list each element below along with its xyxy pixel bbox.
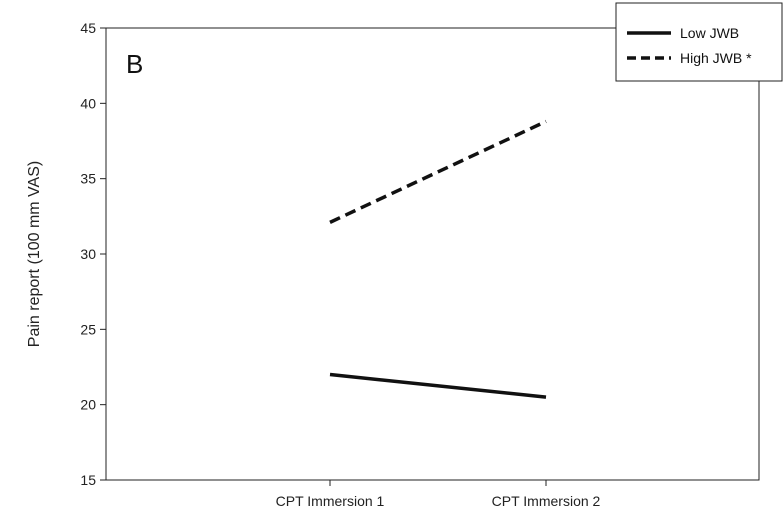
y-tick-label: 35 <box>80 171 96 187</box>
series-line-low-jwb <box>329 372 547 399</box>
x-tick-label: CPT Immersion 1 <box>276 493 385 509</box>
legend-label-high-jwb: High JWB * <box>680 50 752 66</box>
y-tick-label: 45 <box>80 20 96 36</box>
series-line-high-jwb <box>329 119 547 224</box>
y-axis-ticks: 15 20 25 30 35 40 45 <box>80 20 106 488</box>
y-tick-label: 25 <box>80 321 96 337</box>
x-tick-label: CPT Immersion 2 <box>492 493 601 509</box>
panel-label: B <box>126 49 143 79</box>
legend-label-low-jwb: Low JWB <box>680 25 739 41</box>
y-tick-label: 20 <box>80 397 96 413</box>
legend-box <box>615 2 783 82</box>
x-axis-ticks: CPT Immersion 1 CPT Immersion 2 <box>276 480 601 509</box>
legend: Low JWB High JWB * <box>615 2 783 82</box>
y-tick-label: 30 <box>80 246 96 262</box>
series-lines <box>329 119 547 399</box>
y-tick-label: 40 <box>80 95 96 111</box>
y-axis-label: Pain report (100 mm VAS) <box>26 161 43 347</box>
plot-frame <box>105 27 760 481</box>
y-tick-label: 15 <box>80 472 96 488</box>
